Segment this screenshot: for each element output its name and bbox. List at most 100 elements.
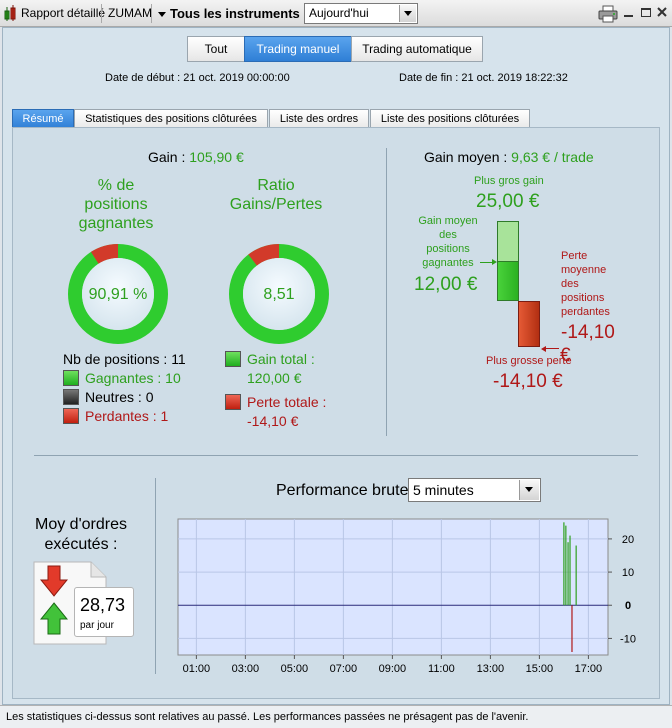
avg-loss-label-line: positions bbox=[561, 292, 605, 304]
ratio-title: Ratio Gains/Pertes bbox=[220, 176, 332, 214]
gain-header: Gain : 105,90 € bbox=[148, 149, 244, 165]
report-icon bbox=[4, 5, 18, 21]
start-date-value: 21 oct. 2019 00:00:00 bbox=[183, 72, 290, 84]
win-pct-title-line: % de bbox=[97, 177, 135, 194]
total-gain-label: Gain total : bbox=[247, 351, 315, 367]
x-tick-label: 11:00 bbox=[428, 663, 455, 675]
tab-closed-stats[interactable]: Statistiques des positions clôturées bbox=[74, 109, 268, 128]
dropdown-button[interactable] bbox=[519, 480, 539, 500]
performance-title: Performance brute bbox=[276, 482, 409, 499]
x-tick-label: 07:00 bbox=[330, 663, 358, 675]
x-tick-label: 13:00 bbox=[477, 663, 505, 675]
arrow-right-icon bbox=[480, 262, 494, 263]
total-loss: Perte totale : -14,10 € bbox=[225, 393, 326, 431]
avg-gain-label: Gain moyen : bbox=[424, 149, 508, 165]
y-tick-label: 20 bbox=[622, 534, 634, 546]
red-square-icon bbox=[63, 408, 79, 424]
performance-chart: 01:00 03:00 05:00 07:00 09:00 11:00 13:00 15:00… bbox=[177, 518, 636, 675]
tab-summary[interactable]: Résumé bbox=[12, 109, 74, 128]
green-square-icon bbox=[63, 370, 79, 386]
orders-value: 28,73 bbox=[80, 595, 126, 615]
x-tick-label: 01:00 bbox=[183, 663, 211, 675]
avg-win-label-line: gagnantes bbox=[422, 257, 474, 269]
ratio-value: 8,51 bbox=[263, 286, 294, 303]
win-pct-title: % de positions gagnantes bbox=[66, 176, 166, 233]
orders-unit: par jour bbox=[80, 620, 114, 631]
mode-auto-button[interactable]: Trading automatique bbox=[351, 36, 483, 62]
win-pct-donut: 90,91 % bbox=[68, 244, 168, 344]
end-date-value: 21 oct. 2019 18:22:32 bbox=[461, 72, 568, 84]
neutral-value: 0 bbox=[145, 389, 154, 405]
ratio-title-line: Gains/Pertes bbox=[229, 196, 323, 213]
avg-gain-value: 9,63 € / trade bbox=[511, 149, 594, 165]
orders-title: Moy d'ordres exécutés : bbox=[26, 515, 136, 555]
biggest-gain-label: Plus gros gain bbox=[474, 175, 544, 187]
nb-positions-value: 11 bbox=[171, 351, 186, 367]
orders-value-box: 28,73 par jour bbox=[74, 587, 134, 637]
avg-win-label-line: Gain moyen bbox=[418, 215, 478, 227]
chevron-down-icon bbox=[404, 11, 412, 16]
mode-all-button[interactable]: Tout bbox=[187, 36, 245, 62]
biggest-gain-value: 25,00 € bbox=[476, 191, 540, 212]
x-tick-label: 09:00 bbox=[379, 663, 407, 675]
orders-card: 28,73 par jour bbox=[31, 560, 135, 648]
y-tick-label: 10 bbox=[622, 567, 634, 579]
minimize-icon[interactable] bbox=[624, 15, 633, 17]
x-tick-label: 17:00 bbox=[575, 663, 603, 675]
avg-loss-value: -14,10 bbox=[561, 322, 615, 343]
positions-counts: Nb de positions : 11 Gagnantes : 10 Neut… bbox=[63, 350, 186, 426]
horizontal-divider bbox=[34, 455, 638, 456]
avg-win-value: 12,00 € bbox=[414, 274, 478, 295]
ratio-title-line: Ratio bbox=[257, 177, 295, 194]
avg-loss-label-line: Perte bbox=[561, 250, 588, 262]
start-date: Date de début : 21 oct. 2019 00:00:00 bbox=[105, 72, 290, 84]
account-selector[interactable]: ZUMAM bbox=[108, 6, 152, 20]
print-icon[interactable] bbox=[598, 5, 618, 23]
losers-value: 1 bbox=[160, 408, 169, 424]
avg-win-label-line: positions bbox=[426, 243, 470, 255]
biggest-loss-label: Plus grosse perte bbox=[486, 355, 572, 367]
avg-loss-label-line: perdantes bbox=[561, 306, 610, 318]
avg-win-label: Gain moyen des positions gagnantes bbox=[416, 214, 480, 270]
maximize-icon[interactable] bbox=[641, 8, 651, 17]
period-dropdown[interactable]: Aujourd'hui bbox=[304, 3, 418, 24]
interval-value: 5 minutes bbox=[413, 482, 474, 498]
gain-label: Gain : bbox=[148, 149, 186, 165]
loss-arc bbox=[90, 244, 119, 264]
arrow-up-icon bbox=[39, 602, 69, 638]
orders-title-line: exécutés : bbox=[44, 536, 118, 553]
biggest-loss-value: -14,10 € bbox=[493, 371, 563, 392]
x-tick-label: 05:00 bbox=[281, 663, 309, 675]
dropdown-button[interactable] bbox=[399, 5, 416, 22]
total-gain-label-row: Gain total : bbox=[225, 350, 315, 369]
top-toolbar: Rapport détaillé ZUMAM Tous les instrume… bbox=[0, 0, 672, 27]
x-tick-label: 15:00 bbox=[526, 663, 554, 675]
avg-win-label-line: des bbox=[439, 229, 457, 241]
arrow-right-icon bbox=[492, 259, 497, 265]
total-gain: Gain total : 120,00 € bbox=[225, 350, 315, 388]
orders-title-line: Moy d'ordres bbox=[35, 516, 127, 533]
avg-loss-currency: € bbox=[560, 345, 571, 366]
win-pct-title-line: gagnantes bbox=[78, 215, 154, 232]
avg-win-bar bbox=[497, 261, 519, 301]
mode-manual-button[interactable]: Trading manuel bbox=[244, 36, 352, 62]
toolbar-separator bbox=[101, 4, 102, 23]
detailed-report-button[interactable]: Rapport détaillé bbox=[21, 6, 106, 20]
neutral-row: Neutres : 0 bbox=[63, 388, 186, 407]
loss-arc bbox=[248, 244, 280, 266]
avg-loss-bar bbox=[518, 301, 540, 347]
interval-dropdown[interactable]: 5 minutes bbox=[408, 478, 541, 502]
total-loss-label: Perte totale : bbox=[247, 394, 327, 410]
instruments-selector[interactable]: Tous les instruments bbox=[170, 6, 300, 21]
winners-label: Gagnantes : bbox=[85, 370, 162, 386]
period-value: Aujourd'hui bbox=[309, 6, 369, 20]
neutral-label: Neutres : bbox=[85, 389, 142, 405]
winners-row: Gagnantes : 10 bbox=[63, 369, 186, 388]
tab-orders[interactable]: Liste des ordres bbox=[269, 109, 369, 128]
tab-closed-positions[interactable]: Liste des positions clôturées bbox=[370, 109, 530, 128]
chevron-down-icon[interactable] bbox=[158, 12, 166, 17]
close-icon[interactable] bbox=[656, 6, 668, 20]
y-tick-label: 0 bbox=[625, 600, 631, 612]
arrow-down-icon bbox=[39, 565, 69, 600]
x-tick-label: 03:00 bbox=[232, 663, 260, 675]
